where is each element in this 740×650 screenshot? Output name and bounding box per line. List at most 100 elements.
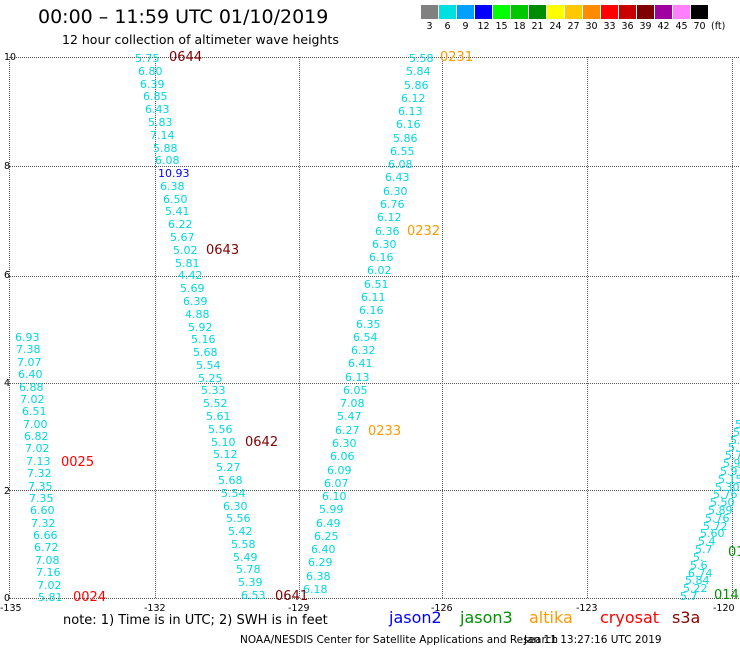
wave-height-value: 5.39 bbox=[238, 576, 263, 589]
wave-height-value: 5.56 bbox=[226, 512, 251, 525]
wave-height-value: 6.12 bbox=[401, 92, 426, 105]
wave-height-value: 6.16 bbox=[396, 118, 421, 131]
wave-height-value: 5.58 bbox=[409, 52, 434, 65]
color-swatch bbox=[457, 5, 474, 19]
color-scale-label: 24 bbox=[549, 21, 562, 32]
wave-height-value: 5.68 bbox=[218, 474, 243, 487]
color-swatch bbox=[547, 5, 564, 19]
wave-height-value: 7.00 bbox=[23, 418, 48, 431]
wave-height-value: 4.42 bbox=[178, 269, 203, 282]
color-swatch bbox=[511, 5, 528, 19]
wave-height-value: 5.27 bbox=[216, 461, 241, 474]
color-swatch bbox=[637, 5, 654, 19]
color-swatch bbox=[565, 5, 582, 19]
satellite-legend-jason2: jason2 bbox=[389, 608, 442, 627]
wave-height-value: 7.13 bbox=[26, 455, 51, 468]
wave-height-value: 5.16 bbox=[191, 333, 216, 346]
wave-height-value: 6.51 bbox=[364, 278, 389, 291]
wave-height-value: 6.16 bbox=[369, 251, 394, 264]
generated-timestamp: Jan 11 13:27:16 UTC 2019 bbox=[524, 634, 662, 646]
latitude-tick-label: 6 bbox=[4, 270, 11, 281]
wave-height-value: 6.27 bbox=[335, 424, 360, 437]
wave-height-value: 7.08 bbox=[340, 397, 365, 410]
wave-height-value: 5.50 bbox=[710, 496, 735, 509]
color-swatch bbox=[493, 5, 510, 19]
wave-height-value: 5.54 bbox=[196, 359, 221, 372]
color-scale-label: 27 bbox=[567, 21, 580, 32]
wave-height-value: 5.10 bbox=[211, 436, 236, 449]
wave-height-value: 5.25 bbox=[198, 372, 223, 385]
pass-time-label: 0232 bbox=[407, 224, 441, 239]
grid-line-longitude bbox=[732, 57, 733, 598]
wave-height-value: 5.68 bbox=[193, 346, 218, 359]
wave-height-value: 5.97 bbox=[720, 465, 740, 478]
wave-height-value: 5.72 bbox=[703, 520, 728, 533]
wave-height-value: 6.30 bbox=[372, 238, 397, 251]
longitude-tick-label: -129 bbox=[288, 603, 310, 614]
wave-height-value: 5.47 bbox=[337, 410, 362, 423]
wave-height-value: 5.60 bbox=[700, 527, 725, 540]
wave-height-value: 6.88 bbox=[19, 381, 44, 394]
wave-height-value: 7.35 bbox=[29, 492, 54, 505]
credit-text: NOAA/NESDIS Center for Satellite Applica… bbox=[240, 634, 558, 646]
wave-height-value: 7.02 bbox=[37, 579, 62, 592]
wave-height-value: 5.54 bbox=[221, 487, 246, 500]
color-swatch bbox=[601, 5, 618, 19]
color-scale-label: 9 bbox=[462, 21, 469, 32]
latitude-tick-label: 4 bbox=[4, 378, 11, 389]
wave-height-value: 5.78 bbox=[236, 563, 261, 576]
longitude-tick-label: -126 bbox=[431, 603, 453, 614]
pass-time-label: 0024 bbox=[73, 590, 107, 605]
grid-line-longitude bbox=[442, 57, 443, 598]
wave-height-value: 6.39 bbox=[183, 295, 208, 308]
wave-height-value: 6.54 bbox=[353, 331, 378, 344]
latitude-tick-label: 2 bbox=[4, 486, 11, 497]
wave-height-value: 6.66 bbox=[33, 529, 58, 542]
wave-height-value: 5.81 bbox=[175, 257, 200, 270]
wave-height-value: 6.74 bbox=[688, 567, 713, 580]
wave-height-value: 6.22 bbox=[168, 218, 193, 231]
wave-height-value: 5.49 bbox=[233, 551, 258, 564]
color-scale-label: 12 bbox=[477, 21, 490, 32]
wave-height-value: 5.56 bbox=[208, 423, 233, 436]
wave-height-value: 6.30 bbox=[223, 500, 248, 513]
wave-height-value: 7.02 bbox=[25, 442, 50, 455]
grid-line-latitude bbox=[9, 598, 740, 599]
wave-height-value: 6.49 bbox=[316, 517, 341, 530]
wave-height-value: 5.4 bbox=[698, 535, 716, 548]
wave-height-value: 5.2 bbox=[730, 434, 740, 447]
color-swatch bbox=[619, 5, 636, 19]
wave-height-value: 5.83 bbox=[148, 116, 173, 129]
wave-height-value: 6.18 bbox=[303, 583, 328, 596]
satellite-legend-altika: altika bbox=[529, 608, 573, 627]
wave-height-value: 5.86 bbox=[393, 132, 418, 145]
longitude-tick-label: -123 bbox=[576, 603, 598, 614]
wave-height-value: 5.58 bbox=[231, 538, 256, 551]
wave-height-value: 5.76 bbox=[705, 512, 730, 525]
pass-time-label: 0644 bbox=[169, 50, 203, 65]
wave-height-value: 5.84 bbox=[406, 65, 431, 78]
pass-time-label: 0641 bbox=[275, 589, 309, 604]
wave-height-value: 5.9 bbox=[723, 457, 740, 470]
color-scale-label: 6 bbox=[444, 21, 451, 32]
color-scale-label: 36 bbox=[621, 21, 634, 32]
grid-line-latitude bbox=[9, 166, 740, 167]
color-swatch bbox=[439, 5, 456, 19]
wave-height-value: 6.41 bbox=[348, 357, 373, 370]
wave-height-value: 6.13 bbox=[398, 105, 423, 118]
wave-height-value: 5. bbox=[693, 551, 704, 564]
satellite-legend-cryosat: cryosat bbox=[600, 608, 660, 627]
wave-height-value: 6.43 bbox=[385, 171, 410, 184]
wave-height-value: 5.41 bbox=[165, 205, 190, 218]
wave-height-value: 5. bbox=[735, 418, 740, 431]
wave-height-value: 5.69 bbox=[180, 282, 205, 295]
wave-height-value: 5.89 bbox=[708, 504, 733, 517]
chart-title: 00:00 – 11:59 UTC 01/10/2019 bbox=[38, 6, 329, 28]
wave-height-value: 6.06 bbox=[330, 450, 355, 463]
longitude-tick-label: -135 bbox=[0, 603, 22, 614]
wave-height-value: 6.55 bbox=[390, 145, 415, 158]
color-swatch bbox=[673, 5, 690, 19]
grid-line-longitude bbox=[9, 57, 10, 598]
wave-height-value: 6.53 bbox=[241, 589, 266, 602]
wave-height-value: 6.93 bbox=[15, 331, 40, 344]
